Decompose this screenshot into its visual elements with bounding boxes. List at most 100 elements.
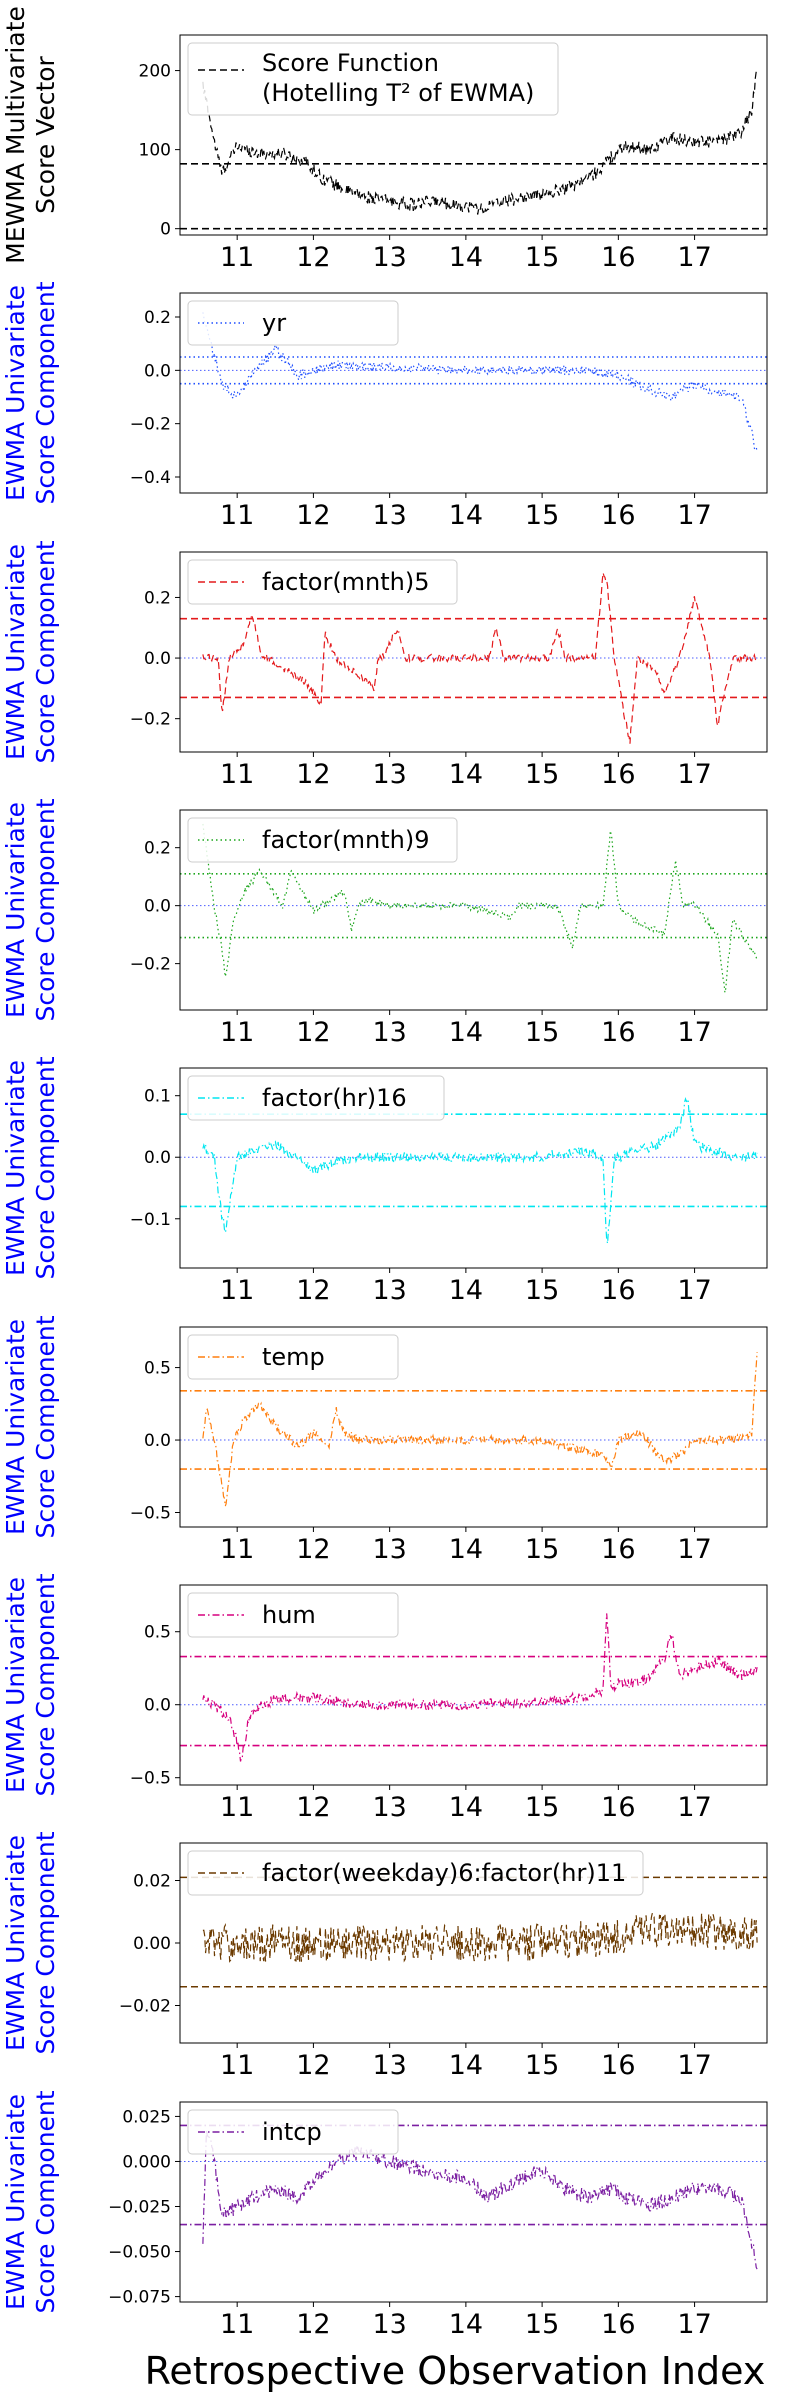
y-axis-label-line: Score Component: [31, 1315, 60, 1538]
y-axis-label: EWMA UnivariateScore Component: [1, 540, 60, 763]
x-tick-label: 16: [601, 1275, 635, 1306]
x-tick-label: 13: [372, 1017, 406, 1048]
x-tick-label: 15: [525, 1017, 559, 1048]
score-series: [202, 572, 758, 744]
y-axis-label-line: EWMA Univariate: [1, 1835, 30, 2051]
y-axis-label: EWMA UnivariateScore Component: [1, 1831, 60, 2054]
control-limits: [180, 617, 767, 699]
legend-label: temp: [262, 1343, 325, 1371]
legend-box: [187, 1850, 644, 1896]
x-tick-label: 15: [525, 2050, 559, 2081]
panel-8: −0.02 0.00 0.02 11 12 13 14 15 16 17 EWMA Univaria…: [1, 1831, 768, 2081]
x-tick-label: 17: [677, 2309, 711, 2340]
legend-box: [187, 817, 458, 863]
legend-label: (Hotelling T² of EWMA): [262, 79, 534, 107]
legend: yr: [187, 300, 399, 346]
x-tick-label: 12: [296, 1534, 330, 1565]
plot-frame: [179, 34, 768, 236]
y-axis-label-line: Score Component: [31, 798, 60, 1021]
legend: factor(mnth)9: [187, 817, 458, 863]
x-tick-label: 11: [220, 500, 254, 531]
panel-4: −0.2 0.0 0.2 11 12 13 14 15 16 17 EWMA UnivariateS…: [1, 798, 768, 1048]
legend-box: [187, 300, 399, 346]
y-tick-label: 0.00: [133, 1934, 171, 1954]
plot-frame: [179, 2101, 768, 2303]
x-tick-label: 16: [601, 1534, 635, 1565]
x-tick-label: 13: [372, 500, 406, 531]
x-tick-label: 16: [601, 242, 635, 273]
x-tick-label: 14: [449, 1017, 483, 1048]
x-axis-label-group: Retrospective Observation Index: [145, 2349, 766, 2393]
y-axis-label-line: Score Component: [31, 1573, 60, 1796]
x-tick-label: 11: [220, 1792, 254, 1823]
score-series: [202, 1912, 758, 1963]
y-tick-label: 0.0: [144, 897, 171, 917]
x-tick-label: 11: [220, 759, 254, 790]
x-tick-label: 12: [296, 759, 330, 790]
plot-frame: [179, 551, 768, 753]
plot-frame: [179, 1584, 768, 1786]
legend: factor(hr)16: [187, 1075, 445, 1121]
x-tick-label: 11: [220, 1017, 254, 1048]
y-axis-label: EWMA UnivariateScore Component: [1, 281, 60, 504]
x-tick-label: 12: [296, 1792, 330, 1823]
x-tick-label: 12: [296, 500, 330, 531]
x-tick-label: 13: [372, 1275, 406, 1306]
score-series: [202, 823, 758, 993]
y-tick-label: 0.0: [144, 1431, 171, 1451]
legend-box: [187, 1334, 399, 1380]
panel-2: −0.4 −0.2 0.0 0.2 11 12 13 14 15 16 17 EWMA Univari…: [1, 281, 768, 531]
score-series: [202, 1613, 758, 1762]
control-limits: [180, 1389, 767, 1470]
y-tick-label: −0.075: [108, 2288, 171, 2308]
legend-box: [187, 1592, 399, 1638]
y-axis-label-line: EWMA Univariate: [1, 544, 30, 760]
control-limits: [180, 163, 767, 230]
y-tick-label: 0.000: [122, 2152, 171, 2172]
legend: temp: [187, 1334, 399, 1380]
x-tick-label: 17: [677, 2050, 711, 2081]
x-tick-label: 16: [601, 2309, 635, 2340]
y-tick-label: −0.4: [130, 468, 171, 488]
y-tick-label: 100: [139, 141, 171, 161]
legend-label: factor(mnth)9: [262, 826, 430, 854]
legend-label: Score Function: [262, 49, 439, 77]
plot-frame: [179, 1067, 768, 1269]
y-tick-label: −0.02: [119, 1997, 171, 2017]
x-tick-label: 16: [601, 1792, 635, 1823]
score-series: [202, 1352, 758, 1507]
y-tick-label: 0.0: [144, 361, 171, 381]
x-tick-label: 12: [296, 2309, 330, 2340]
legend-label: yr: [262, 309, 286, 337]
x-tick-label: 14: [449, 242, 483, 273]
legend-box: [187, 559, 458, 605]
legend: Score Function(Hotelling T² of EWMA): [187, 42, 559, 116]
x-tick-label: 13: [372, 2309, 406, 2340]
x-tick-label: 11: [220, 242, 254, 273]
y-tick-label: −0.1: [130, 1210, 171, 1230]
y-tick-label: 0.0: [144, 1148, 171, 1168]
x-tick-label: 13: [372, 1792, 406, 1823]
y-axis-label-line: Score Component: [31, 281, 60, 504]
x-tick-label: 11: [220, 1534, 254, 1565]
legend: hum: [187, 1592, 399, 1638]
x-tick-label: 17: [677, 500, 711, 531]
y-axis-label-line: EWMA Univariate: [1, 1577, 30, 1793]
legend: intcp: [187, 2109, 399, 2155]
x-tick-label: 16: [601, 500, 635, 531]
x-tick-label: 14: [449, 1275, 483, 1306]
x-tick-label: 17: [677, 759, 711, 790]
y-axis-label: EWMA UnivariateScore Component: [1, 2090, 60, 2313]
y-tick-label: 0.2: [144, 308, 171, 328]
x-tick-label: 12: [296, 1275, 330, 1306]
y-tick-label: 0.0: [144, 649, 171, 669]
x-tick-label: 15: [525, 2309, 559, 2340]
y-axis-label-line: EWMA Univariate: [1, 2094, 30, 2310]
y-tick-label: 0.025: [122, 2107, 171, 2127]
control-limits: [180, 356, 767, 385]
legend: factor(mnth)5: [187, 559, 458, 605]
x-tick-label: 11: [220, 2050, 254, 2081]
y-tick-label: 0.2: [144, 588, 171, 608]
